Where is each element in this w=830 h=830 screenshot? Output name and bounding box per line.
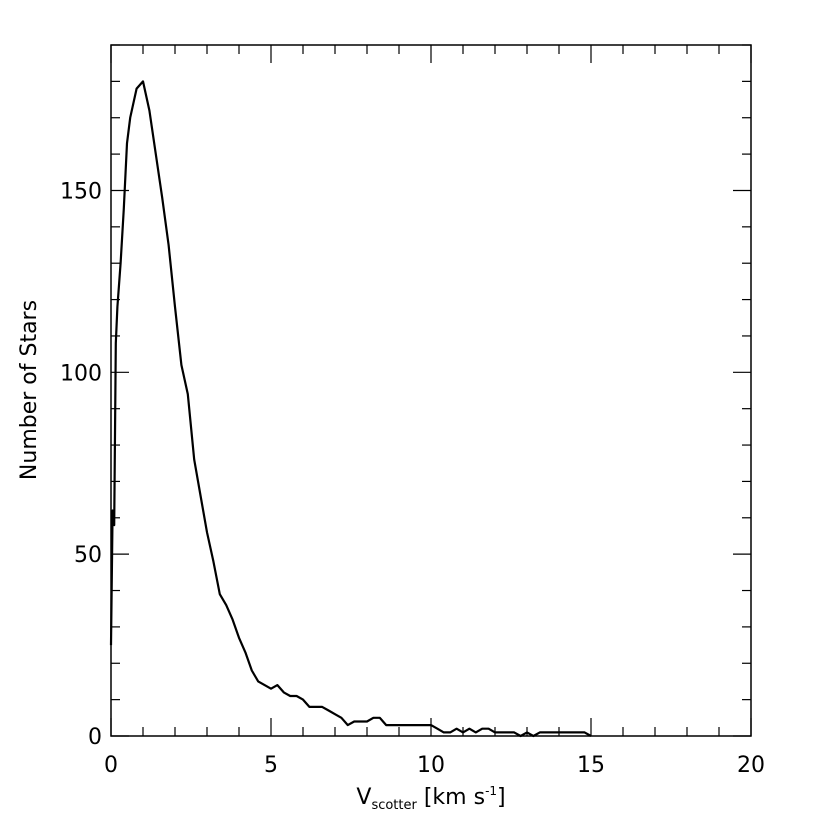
y-tick-label: 0 <box>88 725 102 750</box>
y-tick-label: 50 <box>74 543 102 568</box>
y-tick-label: 150 <box>60 179 102 204</box>
x-axis-label: Vscotter [km s-1] <box>356 784 505 813</box>
x-axis-label-subscript: scotter <box>371 798 417 813</box>
x-axis-label-unit-suffix: ] <box>497 785 506 810</box>
y-axis-label: Number of Stars <box>17 300 42 480</box>
x-tick-label: 10 <box>417 753 445 778</box>
x-tick-label: 20 <box>737 753 765 778</box>
x-tick-label: 5 <box>264 753 278 778</box>
series-line <box>109 80 592 738</box>
plot-frame <box>110 44 752 737</box>
x-tick-label: 15 <box>577 753 605 778</box>
x-axis-label-superscript: -1 <box>485 784 497 798</box>
x-tick-labels: 0 5 10 15 20 <box>104 753 765 778</box>
x-tick-label: 0 <box>104 753 118 778</box>
y-tick-label: 100 <box>60 361 102 386</box>
tick-marks <box>110 44 752 737</box>
x-axis-label-main: V <box>356 785 371 810</box>
y-tick-labels: 0 50 100 150 <box>60 179 102 750</box>
series-layer <box>109 80 592 738</box>
x-axis-label-unit-prefix: [km s <box>417 785 485 810</box>
